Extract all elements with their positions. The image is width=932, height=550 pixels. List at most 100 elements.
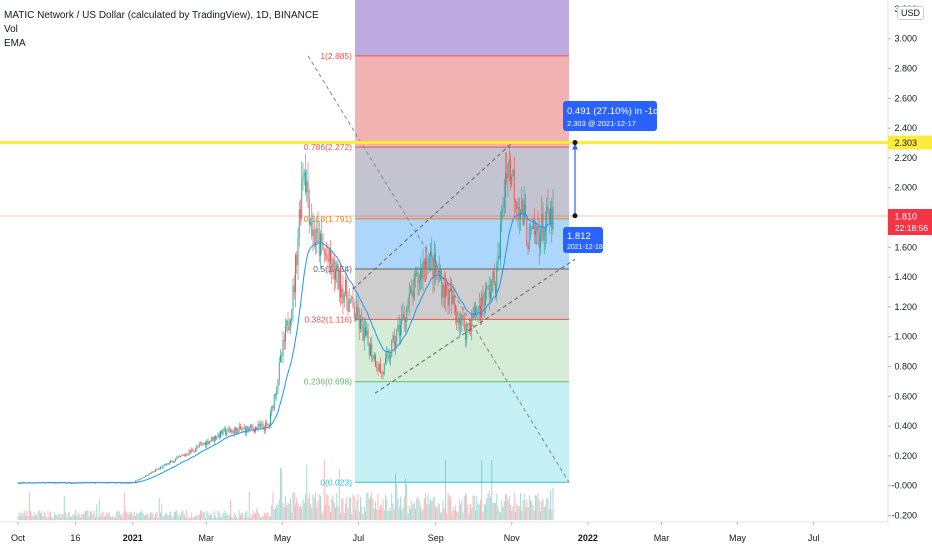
- candle-body: [375, 354, 376, 367]
- candle-body: [395, 341, 396, 347]
- volume-bar: [391, 492, 393, 520]
- volume-bar: [141, 510, 143, 520]
- volume-bar: [103, 515, 105, 520]
- volume-bar: [123, 493, 125, 520]
- candle-body: [396, 329, 398, 342]
- candle-body: [430, 251, 431, 257]
- volume-bar: [47, 510, 49, 520]
- volume-bar: [317, 500, 319, 520]
- candle-body: [326, 254, 328, 259]
- price-tick-label: 2.600: [894, 93, 917, 103]
- volume-bar: [282, 502, 284, 520]
- volume-bar: [240, 515, 241, 520]
- volume-bar: [168, 514, 170, 520]
- volume-bar: [513, 492, 515, 520]
- volume-bar: [528, 495, 530, 520]
- volume-bar: [273, 509, 275, 520]
- ema-indicator-label[interactable]: EMA: [4, 38, 26, 49]
- volume-bar: [298, 506, 300, 520]
- volume-bar: [353, 496, 355, 520]
- volume-bar: [217, 510, 219, 520]
- volume-bar: [288, 503, 290, 520]
- volume-bar: [197, 514, 199, 520]
- volume-bar: [78, 514, 80, 520]
- candle-body: [336, 263, 338, 271]
- volume-bar: [458, 499, 460, 520]
- candle-body: [481, 294, 483, 318]
- candle-body: [178, 456, 180, 458]
- volume-bar: [302, 499, 304, 520]
- volume-bar: [386, 499, 388, 520]
- currency-button[interactable]: USD: [896, 6, 924, 20]
- volume-bar: [341, 498, 343, 520]
- candle-body: [473, 307, 475, 318]
- candle-body: [508, 159, 510, 165]
- candle-body: [451, 291, 453, 304]
- volume-bar: [473, 495, 475, 520]
- volume-bar: [320, 495, 321, 520]
- candle-body: [240, 426, 241, 430]
- candle-body: [416, 272, 418, 275]
- candle-body: [356, 307, 358, 320]
- volume-bar: [22, 513, 24, 520]
- volume-bar: [236, 517, 238, 520]
- price-axis-bg: [888, 0, 932, 522]
- volume-bar: [272, 492, 274, 520]
- candle-body: [140, 478, 141, 480]
- volume-bar: [267, 512, 269, 520]
- candle-body: [328, 248, 330, 262]
- volume-bar: [58, 512, 60, 520]
- volume-bar: [77, 512, 79, 520]
- candle-body: [231, 430, 233, 433]
- volume-bar: [387, 510, 389, 520]
- candle-body: [193, 451, 195, 452]
- candle-body: [415, 274, 416, 276]
- candle-body: [283, 339, 285, 342]
- volume-bar: [406, 483, 408, 520]
- volume-bar: [72, 514, 74, 520]
- volume-bar: [57, 514, 59, 520]
- volume-bar: [366, 492, 368, 520]
- volume-bar: [398, 507, 400, 520]
- volume-bar: [352, 494, 354, 520]
- volume-bar: [127, 511, 129, 520]
- volume-bar: [361, 506, 363, 520]
- volume-bar: [136, 512, 138, 520]
- volume-bar: [32, 516, 34, 520]
- volume-bar: [498, 511, 500, 520]
- volume-bar: [216, 517, 218, 520]
- volume-indicator-label[interactable]: Vol: [4, 24, 18, 35]
- candle-body: [426, 258, 428, 269]
- volume-bar: [31, 515, 33, 520]
- fib-level-label: 1(2.885): [320, 51, 352, 61]
- volume-bar: [132, 515, 134, 520]
- candle-body: [456, 312, 458, 322]
- candle-body: [391, 341, 393, 356]
- candle-body: [136, 480, 138, 482]
- candle-body: [525, 204, 526, 216]
- fib-level-label: 0.786(2.272): [304, 142, 352, 152]
- candle-body: [292, 285, 294, 310]
- volume-bar: [551, 510, 553, 520]
- candle-body: [400, 325, 401, 337]
- volume-bar: [295, 504, 296, 520]
- volume-bar: [405, 477, 406, 520]
- candle-body: [246, 426, 248, 433]
- candle-body: [457, 318, 459, 322]
- volume-bar: [370, 496, 371, 520]
- candle-body: [153, 471, 155, 473]
- volume-bar: [82, 513, 84, 520]
- price-tick-label: -0.200: [891, 511, 917, 521]
- price-tick-label: 0.400: [894, 421, 917, 431]
- price-tick-label: 1.000: [894, 332, 917, 342]
- volume-bar: [516, 503, 518, 520]
- candle-body: [325, 253, 326, 255]
- candle-body: [360, 319, 361, 330]
- candle-body: [350, 298, 351, 300]
- volume-bar: [358, 511, 360, 520]
- volume-bar: [315, 492, 316, 520]
- candle-body: [278, 362, 280, 380]
- volume-bar: [211, 513, 213, 520]
- candle-body: [315, 242, 316, 245]
